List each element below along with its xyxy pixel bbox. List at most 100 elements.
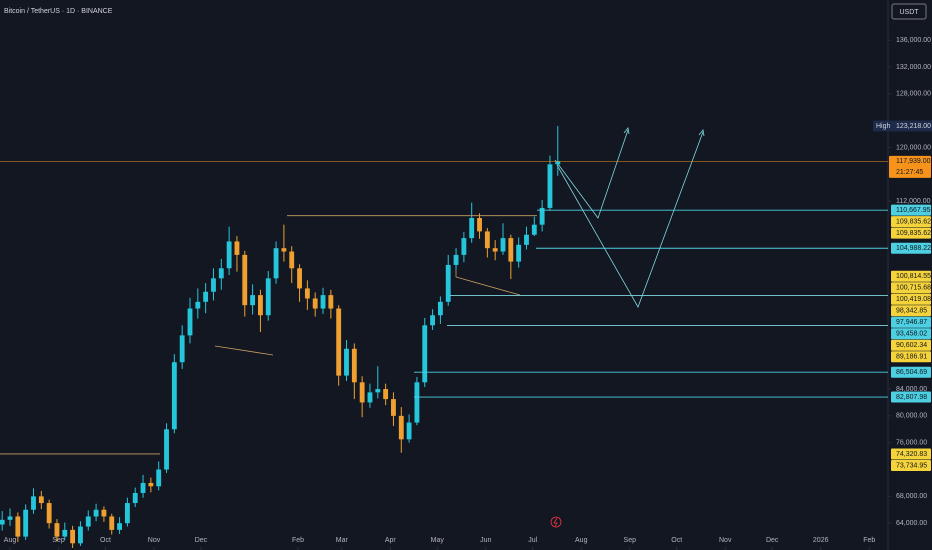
y-tick-label: 80,000.00 <box>896 413 927 420</box>
candle-body <box>539 207 545 225</box>
x-tick-label: Nov <box>719 537 732 544</box>
candle-body <box>38 496 44 504</box>
x-tick-label: Dec <box>766 537 779 544</box>
candle-body <box>211 278 216 292</box>
candle-body <box>62 529 68 537</box>
currency-label[interactable]: USDT <box>899 9 919 16</box>
x-tick-label: Oct <box>671 537 682 544</box>
candle-body <box>281 248 287 252</box>
y-tick-label: 112,000.00 <box>896 198 931 205</box>
candle-body <box>289 251 295 269</box>
candle-body <box>250 295 256 306</box>
x-tick-label: Aug <box>4 537 17 544</box>
price-label: 74,320.83 <box>896 451 927 458</box>
candle-body <box>171 362 177 430</box>
candle-body <box>453 254 459 265</box>
x-tick-label: Feb <box>292 537 304 544</box>
price-label-box <box>891 316 931 328</box>
x-tick-label: Sep <box>52 537 65 544</box>
candle-body <box>31 496 36 510</box>
candle-body <box>359 382 365 403</box>
price-label-box <box>891 339 931 351</box>
x-tick-label: Jul <box>528 537 537 544</box>
candle-body <box>524 234 529 245</box>
drawings <box>214 127 705 528</box>
candle-body <box>156 469 162 487</box>
candle-body <box>516 244 522 262</box>
candle-body <box>422 325 428 383</box>
candle-body <box>508 238 514 262</box>
candle-body <box>484 231 490 249</box>
price-label: 109,835.62 <box>896 230 931 237</box>
candle-body <box>320 295 326 309</box>
price-label: 89,186.91 <box>896 354 927 361</box>
currency-button[interactable] <box>891 3 927 20</box>
price-label: 100,814.55 <box>896 273 931 280</box>
price-label-box <box>891 459 931 471</box>
candle-body <box>203 291 209 302</box>
y-tick-label: 128,000.00 <box>896 91 931 98</box>
candle-body <box>297 268 302 289</box>
candle-body <box>85 516 91 527</box>
candle-body <box>7 516 13 520</box>
candle-body <box>70 529 76 544</box>
candle-body <box>132 492 138 504</box>
high-marker-tag <box>873 120 891 132</box>
last-price-label: 117,939.00 <box>896 158 931 165</box>
candle-body <box>109 516 115 530</box>
price-label: 90,602.34 <box>896 342 927 349</box>
x-tick-label: Mar <box>336 537 349 544</box>
candle-body <box>547 164 553 208</box>
y-tick-label: 68,000.00 <box>896 493 927 500</box>
trend-line <box>214 345 274 356</box>
price-label: 100,715.68 <box>896 285 931 292</box>
high-marker-label: 123,218.00 <box>896 123 931 130</box>
candle-body <box>93 509 99 517</box>
candle-body <box>391 399 396 416</box>
candle-body <box>336 308 342 376</box>
y-tick-label: 64,000.00 <box>896 520 927 527</box>
last-price-countdown: 21:27:45 <box>896 169 923 176</box>
price-label-box <box>891 242 931 254</box>
x-tick-label: Feb <box>863 537 875 544</box>
x-tick-label: May <box>431 537 445 544</box>
projection-arrow <box>698 129 705 137</box>
price-label-box <box>891 351 931 363</box>
price-label-box <box>891 391 931 403</box>
candle-body <box>164 429 169 470</box>
y-tick-label: 132,000.00 <box>896 64 931 71</box>
price-label-box <box>891 305 931 317</box>
y-tick-label: 76,000.00 <box>896 440 927 447</box>
chart-title: Bitcoin / TetherUS · 1D · BINANCE <box>4 8 113 15</box>
candle-body <box>304 288 310 299</box>
price-label-box <box>891 282 931 294</box>
x-tick-label: Oct <box>100 537 111 544</box>
x-tick-label: Sep <box>624 537 637 544</box>
candle-body <box>477 217 482 232</box>
candle-body <box>469 217 475 239</box>
candle-body <box>351 348 357 383</box>
projection-arrow <box>623 127 630 135</box>
candle-body <box>46 503 52 524</box>
candle-body <box>555 161 561 165</box>
x-tick-label: 2026 <box>813 537 829 544</box>
candle-body <box>445 264 451 302</box>
projection-path <box>556 131 704 308</box>
price-label-box <box>891 448 931 460</box>
event-icon[interactable] <box>550 516 562 528</box>
candle-body <box>531 224 537 235</box>
candle-body <box>0 519 5 525</box>
candle-body <box>187 308 193 336</box>
candle-body <box>257 295 263 316</box>
price-label: 104,988.22 <box>896 245 931 252</box>
candle-body <box>242 254 248 306</box>
candle-body <box>54 523 60 537</box>
price-label: 82,807.98 <box>896 394 927 401</box>
candle-body <box>406 422 412 440</box>
candle-body <box>218 268 224 279</box>
candle-body <box>414 382 420 423</box>
price-label: 73,734.95 <box>896 462 927 469</box>
candle-body <box>117 523 122 530</box>
